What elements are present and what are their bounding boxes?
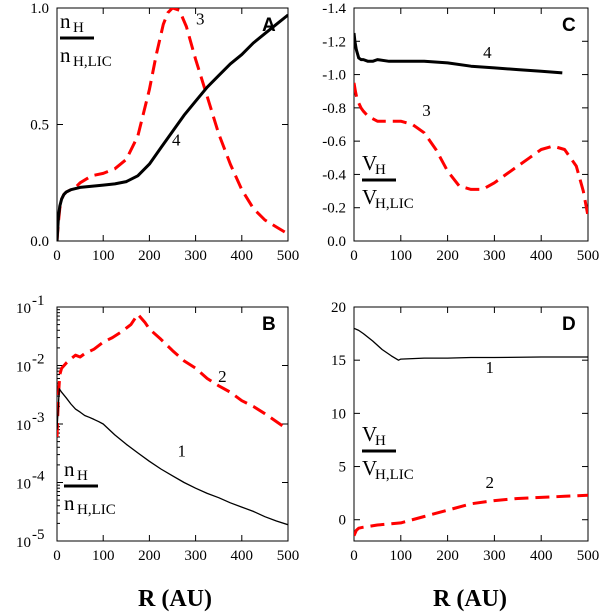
y-label-numerator-sub: H — [73, 20, 84, 36]
panel-c: 0 100 200 300 400 500 0.0 -0.2 -0.4 -0.6 -0.8 -1.0 -… — [322, 1, 599, 264]
y-tick-label: -0.2 — [322, 201, 346, 217]
y-tick-label: -1.2 — [322, 34, 346, 50]
panel-letter: C — [562, 15, 576, 36]
y-label-numerator-sub: H — [77, 468, 88, 484]
x-axis-title-left: R (AU) — [138, 586, 212, 612]
y-label-denominator-sub: H,LIC — [73, 54, 112, 70]
curve-label-1: 1 — [485, 358, 494, 377]
series-line-3 — [354, 82, 588, 217]
series-line-1 — [57, 388, 288, 526]
y-tick-label: 10 — [16, 535, 31, 551]
y-label-numerator: n — [60, 9, 71, 33]
y-tick-label: 10 — [16, 301, 31, 317]
y-tick-label: 0.5 — [30, 118, 49, 134]
y-label-numerator-sub: H — [375, 162, 386, 178]
y-tick-label: 0.0 — [327, 234, 346, 250]
y-tick-label: 15 — [331, 353, 346, 369]
series-line-4 — [354, 32, 563, 75]
y-label-numerator-sub: H — [375, 433, 386, 449]
x-tick-label: 500 — [577, 248, 600, 264]
y-tick-label: -0.8 — [322, 101, 346, 117]
x-tick-label: 100 — [92, 248, 115, 264]
y-tick-label: 10 — [331, 406, 346, 422]
y-tick-label: 1.0 — [30, 1, 49, 17]
x-tick-label: 400 — [231, 548, 254, 564]
y-label-denominator-sub: H,LIC — [375, 196, 414, 212]
x-tick-label: 100 — [390, 548, 413, 564]
x-tick-label: 500 — [277, 548, 300, 564]
panel-letter: A — [262, 15, 276, 36]
y-label-denominator: V — [362, 185, 377, 209]
y-tick-exponent: -2 — [32, 352, 45, 368]
x-tick-label: 400 — [231, 248, 254, 264]
series-line-2 — [354, 493, 588, 537]
x-tick-label: 400 — [530, 548, 553, 564]
x-tick-label: 100 — [390, 248, 413, 264]
y-label-numerator: V — [362, 151, 377, 175]
x-tick-label: 200 — [436, 248, 459, 264]
y-tick-label: 10 — [16, 360, 31, 376]
x-tick-label: 200 — [138, 548, 161, 564]
y-label-denominator: n — [64, 491, 75, 515]
x-tick-label: 0 — [350, 548, 358, 564]
x-tick-label: 200 — [436, 548, 459, 564]
plot-frame — [353, 7, 589, 242]
x-tick-label: 0 — [53, 548, 61, 564]
x-tick-label: 300 — [483, 548, 506, 564]
y-tick-label: -0.6 — [322, 134, 346, 150]
panel-letter: B — [262, 314, 276, 335]
curve-label-3: 3 — [196, 9, 205, 28]
y-label-numerator: V — [362, 422, 377, 446]
curve-label-2: 2 — [485, 473, 494, 492]
y-label-denominator: n — [60, 43, 71, 67]
x-tick-label: 300 — [184, 548, 207, 564]
y-tick-exponent: -5 — [32, 527, 45, 543]
series-line-1 — [354, 327, 588, 361]
y-label-denominator-sub: H,LIC — [375, 467, 414, 483]
curve-label-3: 3 — [422, 101, 431, 120]
x-axis-title-right: R (AU) — [433, 586, 507, 612]
x-tick-label: 500 — [277, 248, 300, 264]
x-tick-label: 500 — [577, 548, 600, 564]
x-tick-label: 300 — [184, 248, 207, 264]
y-tick-label: 0.0 — [30, 234, 49, 250]
y-tick-exponent: -1 — [32, 293, 45, 309]
series-line-4 — [57, 13, 288, 241]
x-tick-label: 0 — [53, 248, 61, 264]
curve-label-4: 4 — [172, 130, 181, 149]
y-tick-label: 10 — [16, 418, 31, 434]
x-tick-label: 200 — [138, 248, 161, 264]
panel-letter: D — [562, 314, 576, 335]
x-tick-label: 100 — [92, 548, 115, 564]
y-tick-label: -0.4 — [322, 167, 346, 183]
y-label-denominator-sub: H,LIC — [77, 502, 116, 518]
y-tick-label: 20 — [331, 300, 346, 316]
x-tick-label: 300 — [483, 248, 506, 264]
y-tick-label: 0 — [339, 513, 347, 529]
curve-label-4: 4 — [483, 43, 492, 62]
x-tick-label: 0 — [350, 248, 358, 264]
y-tick-label: 10 — [16, 477, 31, 493]
y-tick-exponent: -4 — [32, 469, 45, 485]
y-tick-label: -1.0 — [322, 68, 346, 84]
plot-frame — [353, 306, 589, 542]
curve-label-1: 1 — [177, 441, 186, 460]
y-tick-label: 5 — [339, 460, 347, 476]
y-label-denominator: V — [362, 456, 377, 480]
x-tick-label: 400 — [530, 248, 553, 264]
curve-label-2: 2 — [218, 367, 227, 386]
y-label-numerator: n — [64, 457, 75, 481]
y-tick-exponent: -3 — [32, 410, 45, 426]
y-tick-label: -1.4 — [322, 1, 346, 17]
